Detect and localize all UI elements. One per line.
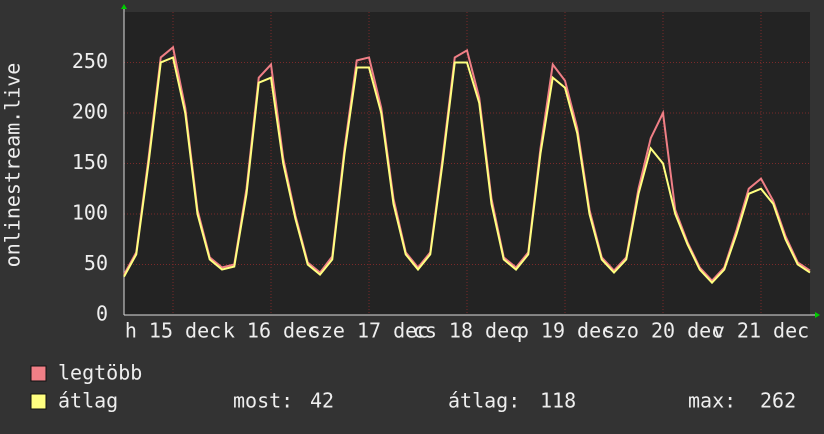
x-tick-label: h 15 dec <box>125 319 221 343</box>
y-axis-label: onlinestream.live <box>1 63 25 268</box>
x-tick-label: szo 20 dec <box>603 319 723 343</box>
x-tick-label: v 21 dec <box>713 319 809 343</box>
series-line <box>123 56 811 285</box>
x-tick-label: k 16 dec <box>223 319 319 343</box>
stat-value: 42 <box>310 389 334 413</box>
stat-label: max: <box>688 389 736 413</box>
legend-swatch <box>30 365 47 382</box>
y-tick-label: 50 <box>84 251 108 275</box>
legend-label: legtöbb <box>58 361 142 385</box>
y-tick-label: 100 <box>72 201 108 225</box>
x-tick-label: cs 18 dec <box>413 319 521 343</box>
stat-value: 262 <box>760 389 796 413</box>
y-tick-label: 150 <box>72 150 108 174</box>
stat-value: 118 <box>540 389 576 413</box>
legend-label: átlag <box>58 389 118 413</box>
x-tick-label: sze 17 dec <box>309 319 429 343</box>
stat-label: átlag: <box>448 389 520 413</box>
x-tick-label: p 19 dec <box>517 319 613 343</box>
stat-label: most: <box>233 389 293 413</box>
legend-swatch <box>30 393 47 410</box>
y-tick-label: 200 <box>72 100 108 124</box>
arrow <box>815 312 820 318</box>
arrow <box>121 4 127 9</box>
y-tick-label: 0 <box>96 302 108 326</box>
y-tick-label: 250 <box>72 49 108 73</box>
